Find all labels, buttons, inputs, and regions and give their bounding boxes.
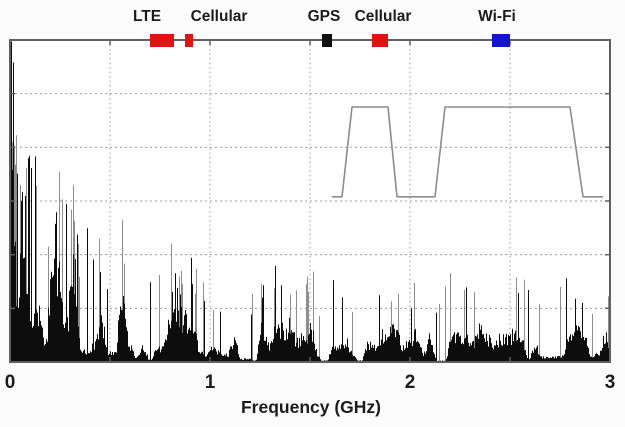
band-marker-cellular	[372, 34, 388, 47]
gridlines	[10, 40, 610, 362]
band-marker-cellular	[185, 34, 193, 47]
plot-border	[9, 39, 611, 363]
band-label: Wi-Fi	[478, 8, 516, 25]
band-label: LTE	[133, 8, 161, 25]
x-tick-label: 3	[605, 372, 616, 393]
x-tick-labels: 0 1 2 3	[5, 372, 616, 393]
x-tick-label: 1	[205, 372, 216, 393]
band-labels: LTE Cellular GPS Cellular Wi-Fi	[133, 8, 516, 25]
x-tick-label: 0	[5, 372, 16, 393]
filter-response-curve	[332, 106, 603, 198]
x-tick-label: 2	[405, 372, 416, 393]
band-marker-gps	[322, 34, 332, 47]
band-label: Cellular	[355, 8, 412, 25]
band-marker-lte	[150, 34, 174, 47]
band-markers	[150, 34, 510, 47]
band-marker-wi-fi	[492, 34, 510, 47]
x-axis-title: Frequency (GHz)	[241, 397, 381, 417]
band-label: Cellular	[191, 8, 248, 25]
band-label: GPS	[308, 8, 341, 25]
